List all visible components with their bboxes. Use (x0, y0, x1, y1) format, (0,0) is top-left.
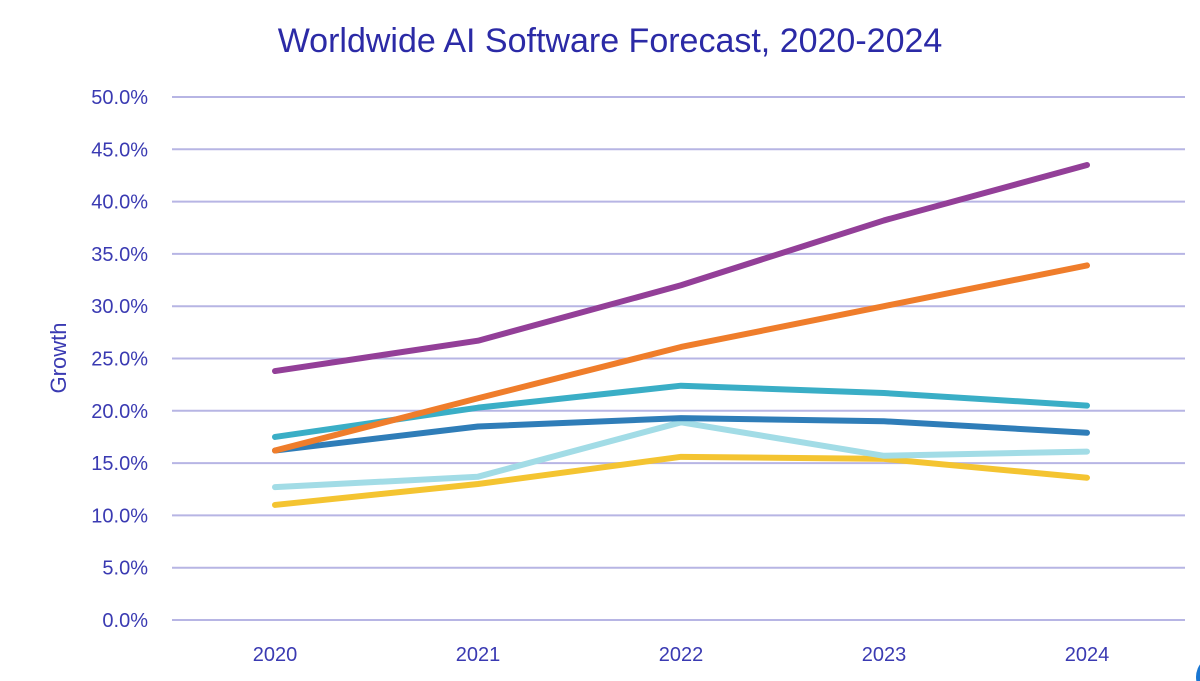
y-tick-label: 30.0% (91, 296, 148, 318)
series-line (272, 161, 1090, 375)
x-tick-label: 2023 (862, 644, 907, 666)
y-axis-title: Growth (46, 323, 71, 394)
y-tick-label: 40.0% (91, 192, 148, 214)
y-tick-label: 20.0% (91, 401, 148, 423)
y-tick-label: 5.0% (102, 558, 148, 580)
x-tick-labels: 2020 2021 2022 2023 2024 (253, 644, 1110, 666)
y-tick-label: 50.0% (91, 87, 148, 109)
x-tick-label: 2020 (253, 644, 298, 666)
series-line (272, 262, 1090, 454)
y-tick-labels: 0.0% 5.0% 10.0% 15.0% 20.0% 25.0% 30.0% 35.0% 40… (91, 87, 148, 632)
y-tick-label: 45.0% (91, 139, 148, 161)
corner-circle-icon (1196, 664, 1200, 681)
y-tick-label: 15.0% (91, 453, 148, 475)
series-line (272, 419, 1090, 491)
chart-title: Worldwide AI Software Forecast, 2020-202… (278, 22, 943, 60)
x-tick-label: 2024 (1065, 644, 1110, 666)
gridlines (172, 96, 1185, 621)
series-line (272, 415, 1090, 454)
y-tick-label: 0.0% (102, 610, 148, 632)
series-lines (272, 161, 1090, 508)
series-line (272, 453, 1090, 508)
y-tick-label: 35.0% (91, 244, 148, 266)
x-tick-label: 2021 (456, 644, 501, 666)
y-tick-label: 25.0% (91, 349, 148, 371)
x-tick-label: 2022 (659, 644, 704, 666)
y-tick-label: 10.0% (91, 505, 148, 527)
